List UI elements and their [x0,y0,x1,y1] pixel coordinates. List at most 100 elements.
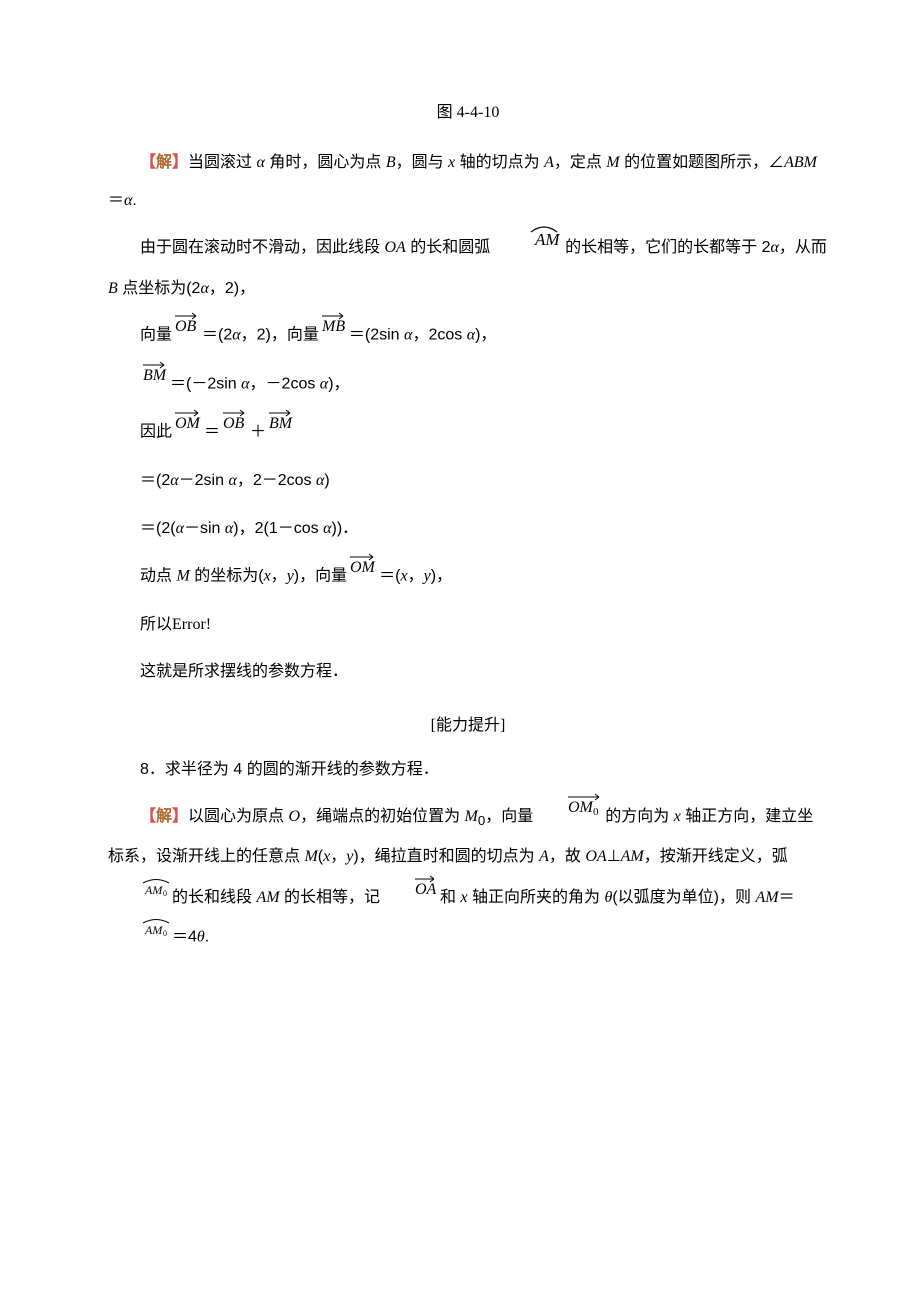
q8-text: 求半径为 4 的圆的渐开线的参数方程． [165,761,439,778]
eq-p8: 动点 M 的坐标为(x，y)，向量OM＝(x，y)， [140,555,828,598]
vector-OB-icon: OB [172,308,202,351]
t: ， [408,568,424,585]
arc-AM-icon: AM [495,220,561,263]
t: )， [328,375,349,392]
t: 的长和圆弧 [406,239,495,256]
t: )，绳拉直时和圆的切点为 [353,848,539,865]
dot: . [132,192,136,209]
alpha: α [467,327,475,344]
t: ＝(－2sin [170,375,241,392]
alpha: α [241,375,249,392]
x: x [674,808,681,825]
M: M [176,568,189,585]
t: 的长和线段 [172,889,256,906]
t: 当圆滚过 [188,154,256,171]
t: 的长相等，记 [280,889,380,906]
svg-text:AM: AM [144,883,163,897]
svg-text:OM: OM [568,799,595,816]
solution-p1: 【解】当圆滚过 α 角时，圆心为点 B，圆与 x 轴的切点为 A，定点 M 的位… [108,144,828,221]
t: 向量 [140,327,172,344]
svg-text:BM: BM [269,415,294,431]
t: ，2－2cos [237,472,316,489]
vector-OM0-icon: OM0 [533,789,605,832]
t: )，向量 [294,568,347,585]
t: ＝(2sin [349,327,404,344]
t: ＝(2 [140,472,170,489]
t: (以弧度为单位)，则 [612,889,755,906]
svg-text:OM: OM [175,415,202,431]
t: ＝(2 [202,327,232,344]
svg-text:0: 0 [163,889,167,897]
vector-OA-icon: OA [380,871,440,912]
t: 轴的切点为 [455,154,544,171]
marker-open: 【 [140,154,156,171]
t: －2sin [179,472,229,489]
M0: M [465,808,478,825]
q8: 8．求半径为 4 的圆的渐开线的参数方程． [108,751,828,789]
eq-p7: ＝(2(α－sin α)，2(1－cos α))． [140,508,828,550]
svg-text:0: 0 [163,929,167,937]
marker-text: 解 [156,808,172,825]
alpha: α [232,327,240,344]
q8-num: 8． [140,761,165,778]
svg-text:OB: OB [223,415,245,431]
t: ，从而 [779,239,827,256]
t: ，－2cos [250,375,320,392]
alpha: α [170,472,178,489]
OA: OA [384,239,405,256]
A: A [544,154,554,171]
t: 由于圆在滚动时不滑动，因此线段 [140,239,384,256]
t: ，2)， [209,280,255,297]
t: －sin [184,520,225,537]
t: ＝(2( [140,520,176,537]
x: x [460,889,467,906]
solution-p2: 由于圆在滚动时不滑动，因此线段 OA 的长和圆弧 AM 的长相等，它们的长都等于… [108,226,828,308]
t: 所以 [140,616,172,633]
y: y [424,568,431,585]
B: B [108,280,118,297]
vector-BM-icon: BM [266,405,296,448]
t: )，2(1－cos [233,520,323,537]
marker-text: 解 [156,154,172,171]
t: . [205,929,209,946]
t: 的位置如题图所示， [620,154,768,171]
t: ＝ [204,424,220,441]
t: ，2)，向量 [241,327,319,344]
alpha: α [257,154,265,171]
t: 点坐标为(2 [118,280,201,297]
svg-text:AM: AM [534,230,560,248]
O: O [289,808,301,825]
svg-text:OA: OA [415,881,437,897]
vector-OM-icon: OM [172,405,204,448]
AM: AM [755,889,778,906]
t: ) [324,472,329,489]
t: )， [475,327,496,344]
x: x [400,568,407,585]
t: 的方向为 [605,808,673,825]
A: A [539,848,549,865]
section-title: [能力提升] [108,713,828,739]
svg-text:MB: MB [321,318,345,334]
t: ，按渐开线定义，弧 [644,848,788,865]
solution-marker: 【解】 [140,154,188,171]
marker-open: 【 [140,808,156,825]
ABM: ABM [784,154,817,171]
solution-p11: 【解】以圆心为原点 O，绳端点的初始位置为 M0，向量OM0的方向为 x 轴正方… [108,795,828,957]
t: ＋ [250,424,266,441]
eq-p10: 这就是所求摆线的参数方程． [140,651,828,693]
vector-OM-icon: OM [347,549,379,592]
alpha: α [228,472,236,489]
t: ，向量 [485,808,533,825]
t: ， [330,848,346,865]
svg-text:BM: BM [143,367,168,383]
t: 因此 [140,424,172,441]
eq: ＝ [108,192,124,209]
t: ， [271,568,287,585]
OA: OA [585,848,606,865]
error-text: Error! [172,616,211,633]
figure-label: 图 4-4-10 [108,100,828,126]
t: 角时，圆心为点 [265,154,386,171]
vector-OB-icon: OB [220,405,250,448]
AM: AM [256,889,279,906]
t: ，2cos [412,327,466,344]
